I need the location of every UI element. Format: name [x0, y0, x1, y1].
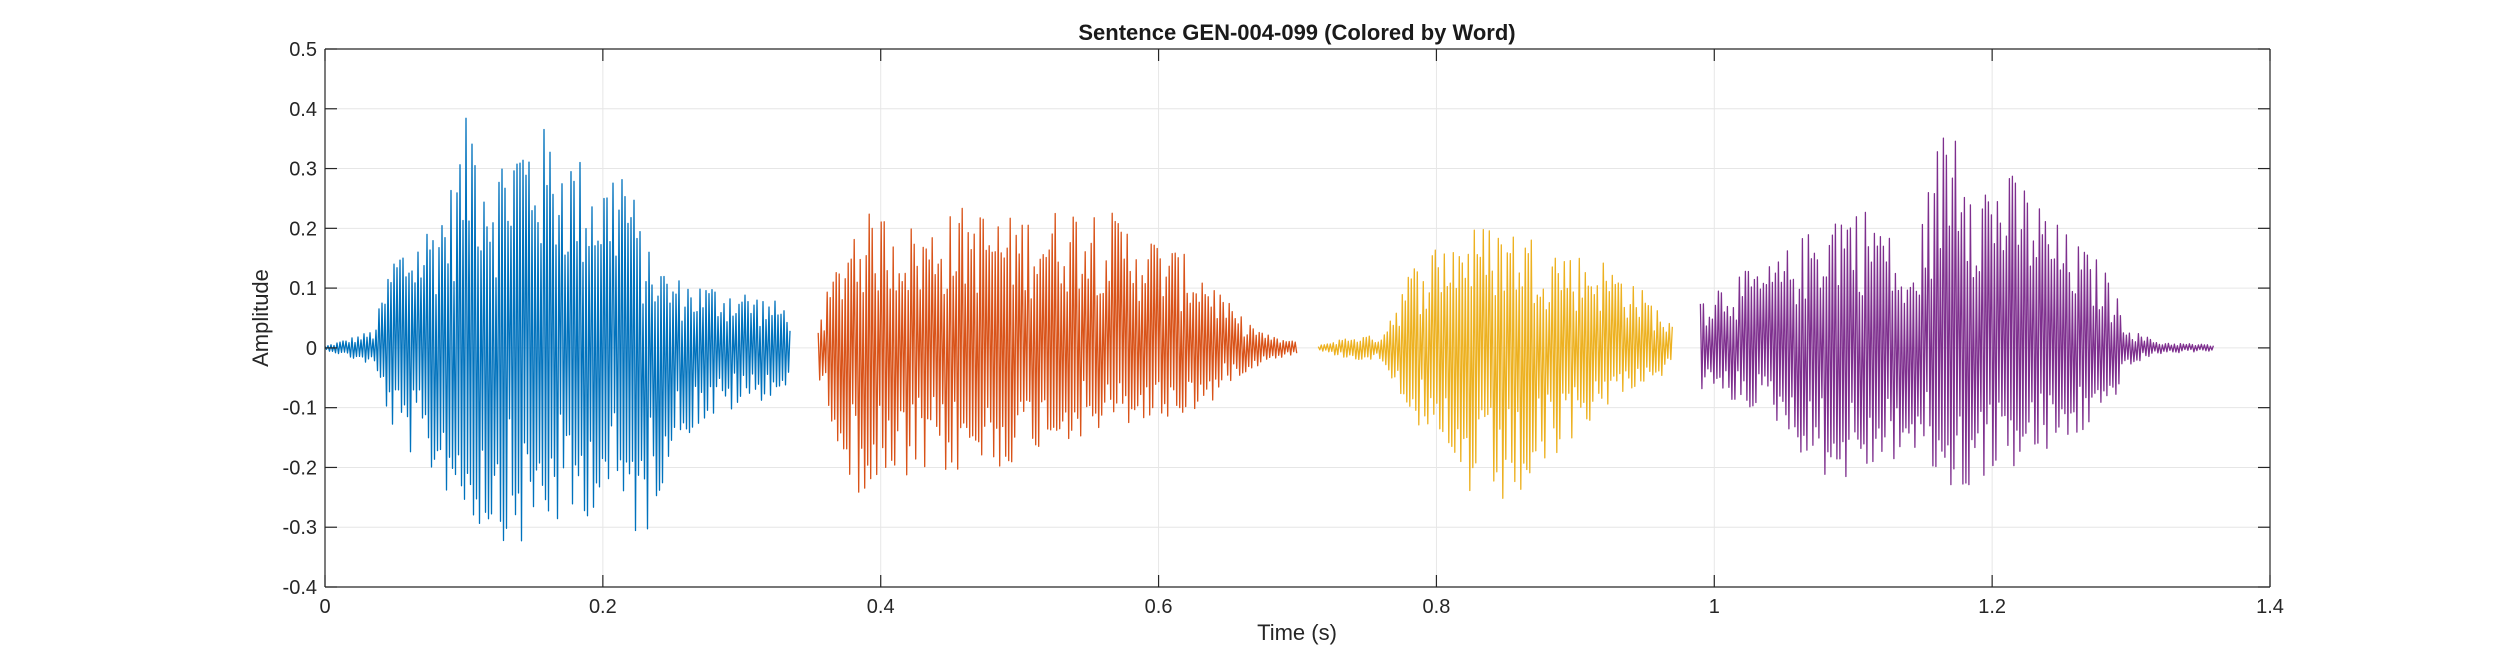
y-tick-label: 0.5 — [289, 39, 317, 61]
y-tick-label: -0.4 — [283, 577, 317, 599]
y-tick-label: 0.2 — [289, 218, 317, 240]
waveform-series-2 — [817, 207, 1298, 493]
y-axis-label: Amplitude — [248, 269, 273, 367]
x-tick-label: 1 — [1709, 596, 1720, 618]
x-tick-label: 0.6 — [1145, 596, 1173, 618]
waveform-series-3 — [1317, 228, 1673, 499]
y-tick-label: -0.3 — [283, 517, 317, 539]
y-tick-label: 0 — [306, 338, 317, 360]
x-tick-label: 0.8 — [1423, 596, 1451, 618]
y-tick-label: 0.4 — [289, 99, 317, 121]
x-tick-label: 0.2 — [589, 596, 617, 618]
waveform-series-1 — [324, 117, 791, 542]
x-tick-label: 1.4 — [2256, 596, 2284, 618]
y-tick-label: 0.3 — [289, 159, 317, 181]
x-tick-label: 1.2 — [1978, 596, 2006, 618]
series-group — [324, 117, 2215, 542]
waveform-series-4 — [1699, 137, 2215, 486]
x-axis-label: Time (s) — [1257, 620, 1337, 645]
axes — [324, 48, 2271, 588]
tick-labels: 0 0.2 0.4 0.6 0.8 1 1.2 1.4 -0.4 -0.3 -0.2 -0.1 0 0.1… — [283, 39, 2284, 618]
chart-title: Sentence GEN-004-099 (Colored by Word) — [1078, 20, 1515, 45]
y-tick-label: -0.2 — [283, 457, 317, 479]
y-tick-label: -0.1 — [283, 398, 317, 420]
x-tick-label: 0 — [319, 596, 330, 618]
y-tick-label: 0.1 — [289, 278, 317, 300]
x-tick-label: 0.4 — [867, 596, 895, 618]
